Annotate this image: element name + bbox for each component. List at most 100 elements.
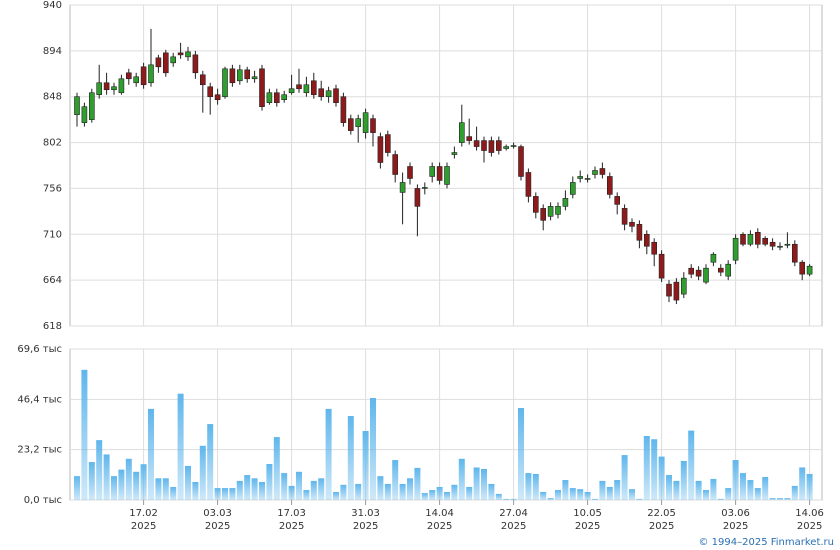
volume-bar bbox=[370, 398, 376, 500]
candle-body bbox=[518, 146, 524, 177]
volume-bar bbox=[740, 473, 746, 500]
x-tick-label: 17.02 bbox=[129, 508, 158, 519]
volume-bar bbox=[754, 488, 761, 500]
y-tick-label: 664 bbox=[43, 275, 62, 286]
volume-bar bbox=[214, 488, 221, 500]
volume-bar bbox=[473, 467, 480, 500]
candle-body bbox=[481, 140, 487, 151]
volume-bar bbox=[732, 460, 739, 500]
y-tick-label: 69,6 тыс bbox=[17, 344, 62, 355]
candle-body bbox=[762, 237, 769, 245]
credit: © 1994–2025 Finmarket.ru bbox=[698, 537, 834, 548]
volume-bar bbox=[651, 439, 658, 500]
volume-bar bbox=[525, 473, 532, 500]
candle-body bbox=[525, 172, 532, 197]
volume-bar bbox=[325, 408, 332, 500]
candle-body bbox=[288, 88, 295, 94]
volume-bar bbox=[303, 490, 310, 500]
volume-bar bbox=[229, 488, 236, 500]
volume-bar bbox=[436, 486, 443, 500]
volume-bar bbox=[421, 493, 428, 500]
volume-bar bbox=[244, 475, 251, 500]
volume-bar bbox=[510, 498, 517, 500]
volume-bar bbox=[518, 408, 524, 500]
candle-body bbox=[347, 118, 354, 131]
candle-body bbox=[466, 136, 473, 141]
candle-body bbox=[777, 245, 783, 248]
volume-bar bbox=[636, 498, 643, 500]
volume-bar bbox=[318, 478, 325, 500]
volume-bar bbox=[288, 485, 295, 500]
candle-body bbox=[806, 265, 813, 275]
candle-body bbox=[754, 231, 761, 245]
candle-body bbox=[532, 196, 539, 213]
candle-body bbox=[429, 166, 436, 177]
candle-body bbox=[710, 253, 717, 263]
candle-body bbox=[229, 68, 236, 84]
x-tick-year: 2025 bbox=[131, 521, 156, 532]
volume-bar bbox=[799, 467, 806, 500]
y-tick-label: 46,4 тыс bbox=[17, 394, 62, 405]
x-tick-label: 14.06 bbox=[795, 508, 824, 519]
volume-bar bbox=[458, 458, 465, 500]
candle-body bbox=[444, 166, 450, 185]
volume-bar bbox=[569, 488, 576, 500]
candle-body bbox=[540, 208, 547, 221]
candle-body bbox=[163, 52, 169, 74]
volume-bar bbox=[451, 484, 458, 500]
volume-bar bbox=[717, 498, 724, 500]
candle-body bbox=[695, 269, 702, 277]
volume-bar bbox=[577, 489, 584, 500]
candle-body bbox=[281, 94, 288, 101]
volume-bar bbox=[703, 490, 709, 500]
candle-body bbox=[96, 82, 102, 96]
volume-bar bbox=[333, 491, 339, 500]
candle-body bbox=[185, 51, 191, 58]
candle-body bbox=[451, 152, 458, 155]
candle-body bbox=[207, 86, 213, 98]
candle-body bbox=[355, 118, 362, 127]
candle-body bbox=[599, 168, 606, 175]
y-tick-label: 802 bbox=[43, 138, 62, 149]
candle-body bbox=[111, 86, 117, 91]
volume-bar bbox=[688, 430, 695, 500]
candle-body bbox=[717, 267, 724, 273]
candle-body bbox=[569, 182, 576, 195]
volume-bar bbox=[192, 481, 199, 500]
x-tick-label: 10.05 bbox=[573, 508, 602, 519]
candle-body bbox=[414, 188, 421, 207]
volume-bar bbox=[111, 476, 117, 500]
volume-bar bbox=[429, 490, 436, 500]
candle-body bbox=[651, 241, 658, 255]
candle-body bbox=[636, 224, 643, 241]
volume-bar bbox=[251, 478, 258, 500]
candle-body bbox=[510, 145, 517, 147]
candle-body bbox=[555, 206, 561, 215]
volume-bar bbox=[562, 480, 569, 500]
volume-bar bbox=[584, 491, 591, 500]
volume-bar bbox=[621, 455, 628, 500]
candle-body bbox=[377, 136, 384, 163]
candle-body bbox=[658, 253, 665, 279]
volume-bar bbox=[407, 478, 413, 500]
volume-bar bbox=[680, 460, 687, 500]
candle-body bbox=[222, 68, 228, 98]
y-tick-label: 756 bbox=[43, 183, 62, 194]
candle-body bbox=[251, 76, 258, 80]
candle-body bbox=[436, 166, 443, 181]
y-tick-label: 618 bbox=[43, 321, 62, 332]
volume-bar bbox=[806, 473, 813, 500]
x-tick-label: 27.04 bbox=[499, 508, 528, 519]
candle-body bbox=[170, 56, 176, 64]
volume-bar bbox=[281, 473, 288, 500]
x-tick-year: 2025 bbox=[797, 521, 822, 532]
volume-bar bbox=[266, 463, 273, 500]
volume-bar bbox=[599, 480, 606, 500]
x-tick-year: 2025 bbox=[427, 521, 452, 532]
volume-bar bbox=[540, 491, 547, 500]
candle-body bbox=[614, 196, 621, 205]
candle-body bbox=[237, 69, 243, 82]
volume-bar bbox=[384, 483, 391, 500]
x-tick-label: 14.04 bbox=[425, 508, 454, 519]
volume-bar bbox=[762, 477, 769, 500]
